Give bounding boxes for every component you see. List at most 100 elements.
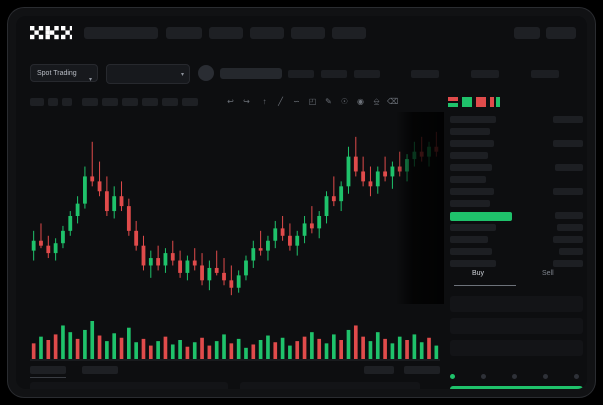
tab-open-orders[interactable] bbox=[30, 366, 66, 374]
interval-1d[interactable] bbox=[102, 98, 118, 106]
order-book-row-amount bbox=[557, 224, 583, 231]
orderbook-default-icon[interactable] bbox=[448, 94, 458, 107]
orderbook-buy-icon[interactable] bbox=[462, 94, 472, 107]
stat-24h-volume bbox=[471, 70, 499, 78]
trash-icon[interactable]: ⌫ bbox=[387, 97, 399, 106]
stat-24h-change bbox=[321, 70, 347, 78]
nav-item-3[interactable] bbox=[250, 27, 284, 39]
top-navigation-bar bbox=[16, 16, 587, 50]
volume-histogram bbox=[30, 318, 440, 362]
order-amount-field[interactable] bbox=[450, 318, 583, 334]
chevron-down-icon-2: ▾ bbox=[180, 72, 184, 78]
stat-24h-high bbox=[354, 70, 380, 78]
amount-slider[interactable] bbox=[450, 372, 583, 382]
interval-4h[interactable] bbox=[82, 98, 98, 106]
nav-item-4[interactable] bbox=[291, 27, 325, 39]
chart-toolbar: ↩ ↪ ↑ ╱ ∽ ◰ ✎ ☉ ◉ ⎒ ⌫ bbox=[30, 94, 440, 110]
order-book-row[interactable] bbox=[450, 236, 488, 243]
orderbook-split-icon[interactable] bbox=[490, 94, 500, 107]
order-book-row-highlight[interactable] bbox=[450, 212, 512, 221]
chevron-down-icon: ▾ bbox=[88, 77, 92, 83]
interval-time[interactable] bbox=[30, 98, 44, 106]
nav-login[interactable] bbox=[514, 27, 540, 39]
order-price-field[interactable] bbox=[450, 296, 583, 312]
orders-tab-bar bbox=[30, 364, 440, 378]
pencil-icon[interactable]: ✎ bbox=[325, 97, 332, 106]
order-book-row[interactable] bbox=[450, 152, 488, 159]
order-book-row-amount bbox=[553, 140, 583, 147]
order-book-row[interactable] bbox=[450, 176, 486, 183]
order-book-row[interactable] bbox=[450, 164, 492, 171]
market-subbar: Spot Trading ▾ ▾ bbox=[16, 58, 587, 88]
nav-item-5[interactable] bbox=[332, 27, 366, 39]
order-book-row[interactable] bbox=[450, 200, 490, 207]
order-book-row-amount bbox=[553, 236, 583, 243]
order-book-row[interactable] bbox=[450, 260, 496, 267]
order-book-row-amount bbox=[553, 116, 583, 123]
tab-order-history[interactable] bbox=[82, 366, 118, 374]
order-book-row-amount bbox=[555, 164, 583, 171]
interval-1h[interactable] bbox=[62, 98, 72, 106]
cursor-icon[interactable]: ↑ bbox=[262, 97, 267, 106]
indicators-button[interactable] bbox=[182, 98, 198, 106]
tab-sell[interactable]: Sell bbox=[542, 270, 554, 277]
panel-orders-right bbox=[240, 382, 420, 389]
magnet-icon[interactable]: ☉ bbox=[340, 97, 349, 106]
redo-icon[interactable]: ↪ bbox=[243, 97, 250, 106]
tab-buy[interactable]: Buy bbox=[472, 270, 485, 277]
order-book-row[interactable] bbox=[450, 116, 496, 123]
okx-logo-icon[interactable] bbox=[30, 26, 72, 40]
place-order-button[interactable] bbox=[450, 386, 583, 389]
market-type-select[interactable]: Spot Trading ▾ bbox=[30, 64, 98, 83]
order-book-row-amount bbox=[553, 188, 583, 195]
interval-1w[interactable] bbox=[122, 98, 138, 106]
interval-15m[interactable] bbox=[48, 98, 58, 106]
stat-24h-turnover bbox=[531, 70, 559, 78]
candlestick-svg bbox=[31, 131, 439, 296]
tab-assets[interactable] bbox=[364, 366, 394, 374]
order-book-row[interactable] bbox=[450, 248, 492, 255]
interval-more[interactable] bbox=[142, 98, 158, 106]
order-book-row-amount bbox=[555, 212, 583, 219]
slider-dot-3[interactable] bbox=[543, 374, 548, 379]
market-type-label: Spot Trading bbox=[37, 70, 77, 77]
lock-icon[interactable]: ⎒ bbox=[373, 97, 380, 106]
tab-positions[interactable] bbox=[404, 366, 440, 374]
order-book-row[interactable] bbox=[450, 128, 490, 135]
nav-item-1[interactable] bbox=[166, 27, 202, 39]
order-book-row[interactable] bbox=[450, 224, 496, 231]
ruler-icon[interactable]: ◰ bbox=[308, 97, 317, 106]
slider-dot-2[interactable] bbox=[512, 374, 517, 379]
coin-avatar bbox=[198, 65, 214, 81]
nav-signup[interactable] bbox=[546, 27, 576, 39]
pair-name-label bbox=[220, 68, 282, 79]
order-book-row[interactable] bbox=[450, 140, 494, 147]
order-book-row[interactable] bbox=[450, 188, 494, 195]
tablet-device-frame: Spot Trading ▾ ▾ bbox=[8, 8, 595, 397]
app-screen: Spot Trading ▾ ▾ bbox=[16, 16, 587, 389]
order-total-field[interactable] bbox=[450, 340, 583, 356]
buy-tab-underline bbox=[454, 285, 516, 286]
buy-sell-tabs: Buy Sell bbox=[446, 270, 587, 290]
nav-search[interactable] bbox=[84, 27, 158, 39]
stat-last-price bbox=[288, 70, 314, 78]
trendline-icon[interactable]: ╱ bbox=[278, 97, 283, 106]
slider-dot-4[interactable] bbox=[574, 374, 579, 379]
orderbook-sell-icon[interactable] bbox=[476, 94, 486, 107]
wave-icon[interactable]: ∽ bbox=[293, 97, 300, 106]
active-tab-underline bbox=[30, 377, 66, 378]
order-book-row-amount bbox=[553, 260, 583, 267]
slider-dot-0[interactable] bbox=[450, 374, 455, 379]
eye-icon[interactable]: ◉ bbox=[357, 97, 364, 106]
price-candlestick-chart[interactable] bbox=[30, 116, 440, 316]
order-book-panel: Buy Sell bbox=[446, 90, 587, 389]
pair-select[interactable]: ▾ bbox=[106, 64, 190, 84]
chart-type-select[interactable] bbox=[162, 98, 178, 106]
nav-item-2[interactable] bbox=[209, 27, 243, 39]
slider-dot-1[interactable] bbox=[481, 374, 486, 379]
stat-24h-low bbox=[411, 70, 439, 78]
volume-svg bbox=[30, 321, 440, 361]
undo-icon[interactable]: ↩ bbox=[227, 97, 234, 106]
order-book-row-amount bbox=[559, 248, 583, 255]
